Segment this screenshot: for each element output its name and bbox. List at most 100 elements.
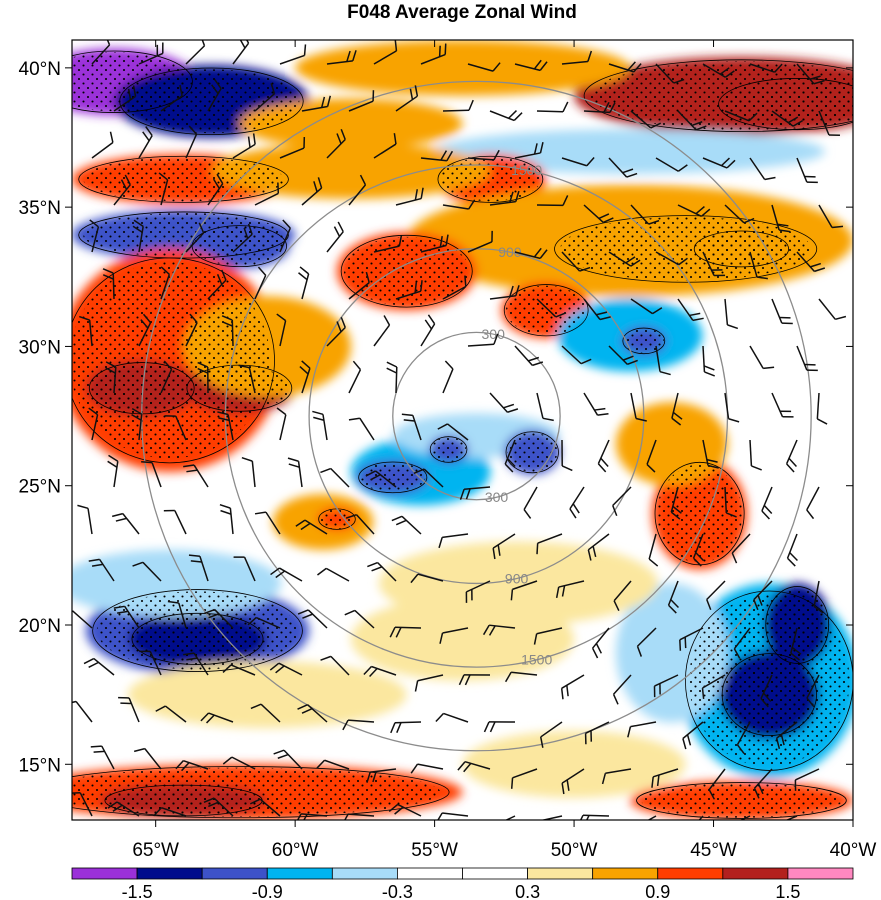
- wind-barb-staff-189: [706, 580, 726, 601]
- wind-barb-feather-74-0: [579, 266, 591, 272]
- wind-barb-feather-135-0: [401, 413, 413, 417]
- wind-barb-feather-123-0: [635, 417, 647, 422]
- wind-barb-feather-79-1: [810, 262, 822, 268]
- wind-barb-feather-131-1: [218, 417, 230, 422]
- stipple-patch-15: [343, 236, 470, 306]
- wind-barb-feather-139-0: [597, 463, 607, 473]
- y-axis: 15°N 20°N 25°N 30°N 35°N 40°N: [19, 59, 853, 776]
- wind-barb-staff-69: [326, 231, 344, 253]
- wind-barb-staff-168: [442, 533, 469, 539]
- contour-line-7: [78, 155, 289, 203]
- wind-barb-staff-245: [324, 759, 350, 770]
- wind-barb-staff-50: [207, 183, 224, 206]
- colorbar-swatch-1: [136, 867, 203, 880]
- wind-barb-195: [204, 608, 234, 629]
- wind-barb-staff-167: [401, 515, 422, 535]
- contour-line-26: [505, 431, 559, 474]
- wind-barb-staff-132: [279, 414, 287, 441]
- wind-barb-staff-270: [739, 815, 751, 820]
- wind-barb-staff-235: [585, 721, 610, 734]
- wind-barb-feather-257-1: [112, 804, 123, 812]
- wind-barb-staff-33: [138, 135, 153, 159]
- contour-line-32: [92, 589, 303, 672]
- wind-barb-39: [420, 150, 454, 162]
- stipple-patch-43: [108, 785, 259, 816]
- wind-barb-250: [561, 768, 585, 795]
- wind-barb-feather-114-1: [197, 367, 209, 374]
- wind-barb-167: [391, 515, 422, 535]
- wind-barb-feather-205-0: [679, 639, 682, 651]
- wind-barb-staff-265: [504, 815, 516, 820]
- wind-barb-230: [342, 719, 375, 731]
- wind-barb-94: [771, 298, 793, 325]
- wind-barb-124: [671, 392, 683, 426]
- wind-barb-staff-4: [279, 54, 305, 65]
- wind-barb-feather-71-1: [439, 236, 443, 248]
- wind-barb-feather-248-1: [463, 762, 472, 773]
- wind-barb-181: [317, 567, 350, 582]
- wind-barb-staff-196: [255, 616, 281, 629]
- wind-barb-215: [414, 674, 444, 692]
- wind-barb-126: [771, 392, 794, 418]
- stipple-patch-3: [721, 79, 853, 129]
- wind-barb-staff-243: [231, 756, 256, 770]
- range-ring-label-2-0: 1500: [511, 162, 542, 178]
- wind-barb-feather-214-0: [363, 665, 372, 676]
- wind-barb-245: [316, 759, 350, 770]
- wind-barb-staff-16: [113, 95, 136, 112]
- wind-barb-staff-159: [806, 486, 820, 511]
- wind-barb-staff-131: [227, 414, 234, 441]
- range-ring-label-0-0: 300: [482, 326, 506, 342]
- wind-barb-staff-148: [297, 461, 303, 488]
- wind-barb-feather-259-0: [203, 797, 215, 803]
- wind-barb-staff-28: [677, 110, 697, 131]
- wind-barb-staff-166: [356, 514, 375, 535]
- wind-barb-63: [818, 204, 844, 229]
- wind-barb-staff-107: [608, 345, 628, 365]
- colorbar-swatch-5: [397, 867, 463, 880]
- wind-barb-103: [420, 314, 436, 347]
- wind-barb-feather-258-0: [153, 807, 162, 817]
- wind-barb-feather-146-1: [186, 469, 198, 473]
- wind-barb-staff-46: [749, 157, 766, 180]
- wind-barb-feather-53-0: [359, 174, 367, 186]
- wind-barb-82: [207, 269, 227, 300]
- wind-barb-feather-266-0: [534, 822, 536, 833]
- wind-barb-142: [749, 439, 762, 471]
- wind-barb-staff-129: [138, 414, 143, 441]
- wind-barb-feather-97-1: [140, 319, 149, 329]
- wind-barb-feather-91-0: [652, 307, 663, 315]
- stipple-patch-33: [134, 614, 261, 664]
- wind-barb-feather-112-1: [105, 367, 116, 374]
- wind-barb-214: [363, 665, 397, 677]
- wind-barb-staff-35: [232, 143, 256, 159]
- wind-barb-staff-187: [613, 580, 632, 602]
- wind-barb-268: [647, 815, 657, 820]
- wind-barb-23: [442, 99, 474, 112]
- wind-barb-feather-187-0: [613, 600, 620, 612]
- wind-barb-feather-165-1: [300, 522, 311, 531]
- wind-barb-staff-1: [138, 52, 164, 65]
- wind-barb-staff-200: [442, 627, 469, 634]
- wind-barb-199: [389, 626, 422, 638]
- wind-barb-235: [584, 721, 610, 745]
- contour-line-19: [72, 257, 275, 464]
- field-blob-4: [295, 40, 630, 96]
- wind-barb-137: [504, 439, 516, 473]
- wind-barb-feather-60-1: [695, 206, 705, 215]
- wind-barb-feather-5-1: [346, 50, 351, 62]
- wind-barb-feather-48-0: [124, 174, 131, 186]
- wind-barb-feather-90-0: [599, 316, 611, 321]
- wind-barb-feather-58-1: [598, 213, 610, 220]
- field-blob-40: [350, 597, 575, 681]
- wind-barb-feather-128-0: [88, 407, 99, 416]
- wind-barb-staff-219: [613, 674, 632, 695]
- wind-barb-staff-161: [122, 513, 140, 535]
- wind-barb-staff-63: [818, 204, 833, 228]
- wind-barb-205: [679, 627, 704, 651]
- wind-barb-212: [269, 662, 303, 676]
- wind-barb-feather-88-0: [515, 285, 520, 297]
- wind-barb-feather-61-0: [743, 217, 755, 224]
- wind-barb-staff-87: [442, 285, 467, 300]
- wind-barb-staff-137: [504, 439, 516, 465]
